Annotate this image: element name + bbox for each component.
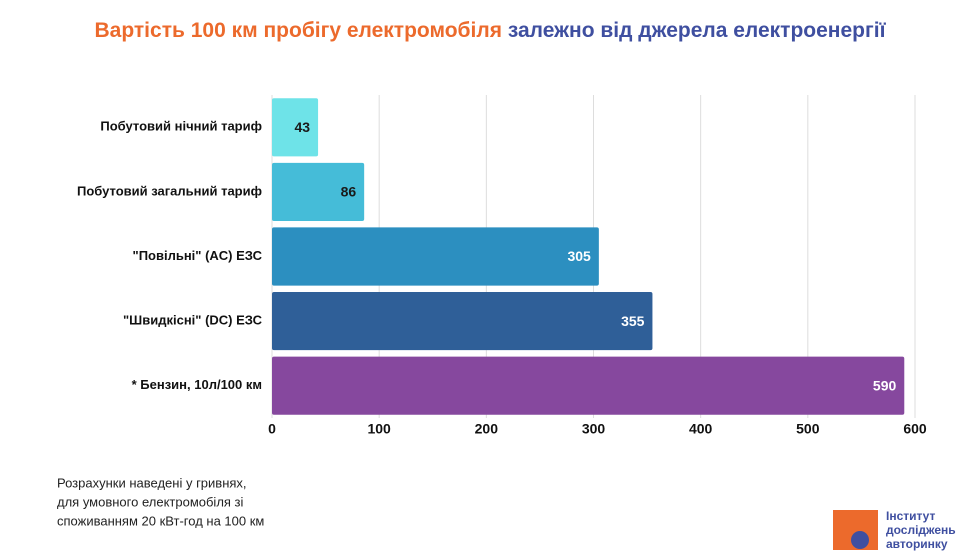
x-tick-label: 200: [475, 421, 499, 437]
value-label: 355: [621, 313, 645, 329]
x-tick-label: 600: [903, 421, 927, 437]
title-part: Вартість 100 км пробігу електромобіля: [95, 19, 502, 42]
title-part: залежно від джерела електроенергії: [508, 19, 887, 42]
bar: [272, 162, 365, 221]
logo-line: Інститут: [886, 509, 936, 523]
logo-line: авторинку: [886, 537, 948, 551]
x-tick-label: 500: [796, 421, 820, 437]
note-line: споживанням 20 кВт-год на 100 км: [57, 513, 264, 528]
chart-title: Вартість 100 км пробігу електромобіля за…: [95, 19, 887, 42]
bar: [272, 227, 599, 286]
y-tick-label: "Швидкісні" (DC) ЕЗС: [123, 313, 263, 328]
note-line: для умовного електромобіля зі: [57, 494, 244, 509]
bar: [272, 98, 319, 157]
value-label: 305: [567, 248, 591, 264]
bar: [272, 356, 905, 415]
y-tick-label: "Повільні" (AC) ЕЗС: [133, 248, 263, 263]
value-label: 86: [341, 184, 357, 200]
x-tick-label: 0: [268, 421, 276, 437]
x-tick-label: 400: [689, 421, 713, 437]
value-label: 590: [873, 377, 897, 393]
x-tick-label: 300: [582, 421, 606, 437]
y-tick-label: Побутовий нічний тариф: [100, 119, 262, 134]
note-line: Розрахунки наведені у гривнях,: [57, 475, 247, 490]
note: Розрахунки наведені у гривнях, для умовно…: [57, 475, 264, 528]
x-tick-label: 100: [367, 421, 391, 437]
logo: [833, 510, 878, 550]
logo-line: досліджень: [886, 523, 956, 537]
value-label: 43: [295, 119, 311, 135]
y-tick-label: * Бензин, 10л/100 км: [132, 377, 262, 392]
y-tick-label: Побутовий загальний тариф: [77, 183, 262, 198]
bar: [272, 292, 653, 351]
logo-mark: [851, 531, 869, 549]
